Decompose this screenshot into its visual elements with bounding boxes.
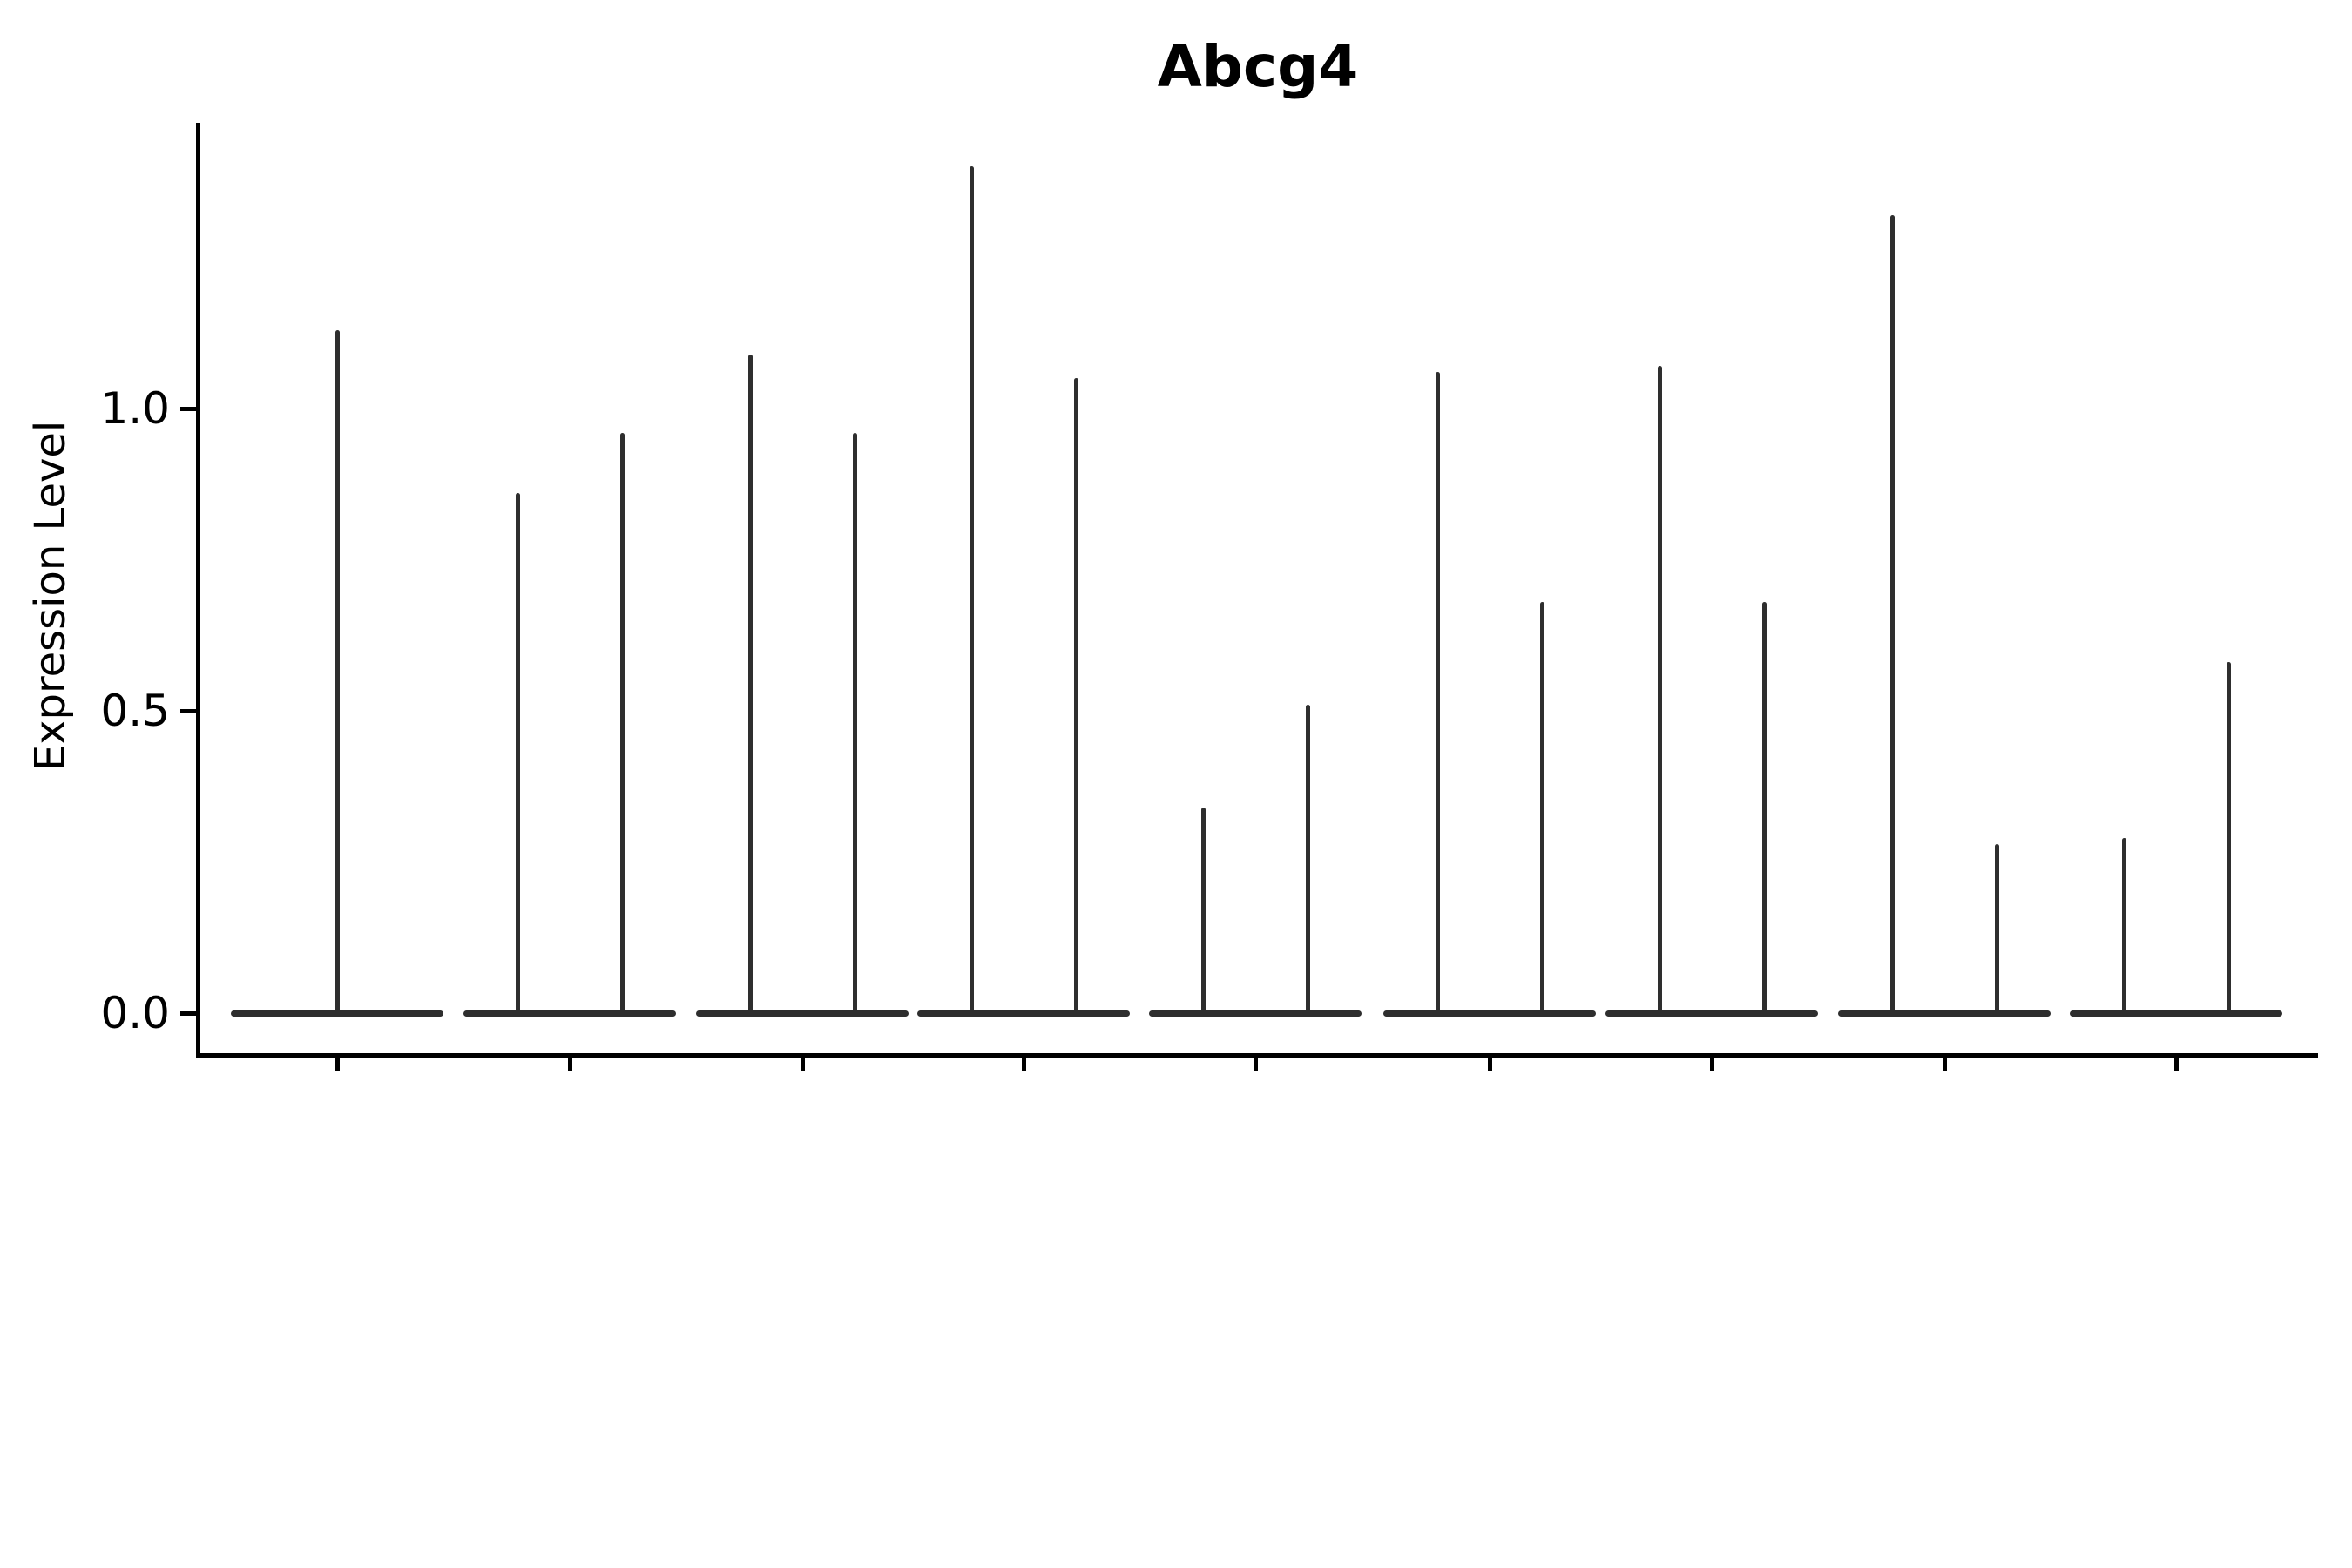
violin-body xyxy=(231,1010,443,1017)
violin-body xyxy=(2070,1010,2282,1017)
violin-spike xyxy=(852,433,857,1013)
violin-spike xyxy=(1073,378,1078,1013)
violin-spike xyxy=(1435,372,1440,1013)
violin-spike xyxy=(619,433,625,1013)
x-tick-mark xyxy=(1021,1058,1026,1071)
violin-spike xyxy=(2121,838,2126,1013)
y-tick-mark xyxy=(180,709,196,713)
violin-spike xyxy=(747,355,753,1013)
y-tick-label: 0.5 xyxy=(100,686,170,736)
x-tick-mark xyxy=(800,1058,805,1071)
violin-body xyxy=(1605,1010,1818,1017)
x-tick-mark xyxy=(335,1058,340,1071)
x-tick-mark xyxy=(1942,1058,1947,1071)
violin-spike xyxy=(335,330,340,1013)
y-tick-label: 0.0 xyxy=(100,988,170,1038)
violin-spike xyxy=(1657,366,1662,1013)
y-axis-spine xyxy=(196,123,200,1058)
x-axis-spine xyxy=(196,1053,2318,1058)
violin-spike xyxy=(515,493,520,1013)
chart-title: Abcg4 xyxy=(1157,33,1359,100)
x-tick-mark xyxy=(1709,1058,1714,1071)
violin-spike xyxy=(1761,602,1767,1013)
x-tick-mark xyxy=(2173,1058,2179,1071)
x-tick-mark xyxy=(567,1058,572,1071)
y-tick-mark xyxy=(180,1011,196,1016)
violin-body xyxy=(1383,1010,1596,1017)
violin-body xyxy=(1838,1010,2051,1017)
violin-spike xyxy=(1994,844,1999,1013)
violin-spike xyxy=(969,166,974,1013)
y-tick-mark xyxy=(180,407,196,411)
x-tick-mark xyxy=(1487,1058,1492,1071)
violin-spike xyxy=(2226,662,2231,1013)
violin-spike xyxy=(1889,215,1895,1013)
violin-spike xyxy=(1200,808,1206,1013)
violin-body xyxy=(1149,1010,1362,1017)
violin-body xyxy=(463,1010,676,1017)
violin-body xyxy=(917,1010,1130,1017)
violin-body xyxy=(696,1010,909,1017)
violin-spike xyxy=(1305,705,1310,1013)
violin-spike xyxy=(1539,602,1544,1013)
x-tick-mark xyxy=(1253,1058,1258,1071)
y-tick-label: 1.0 xyxy=(100,383,170,434)
